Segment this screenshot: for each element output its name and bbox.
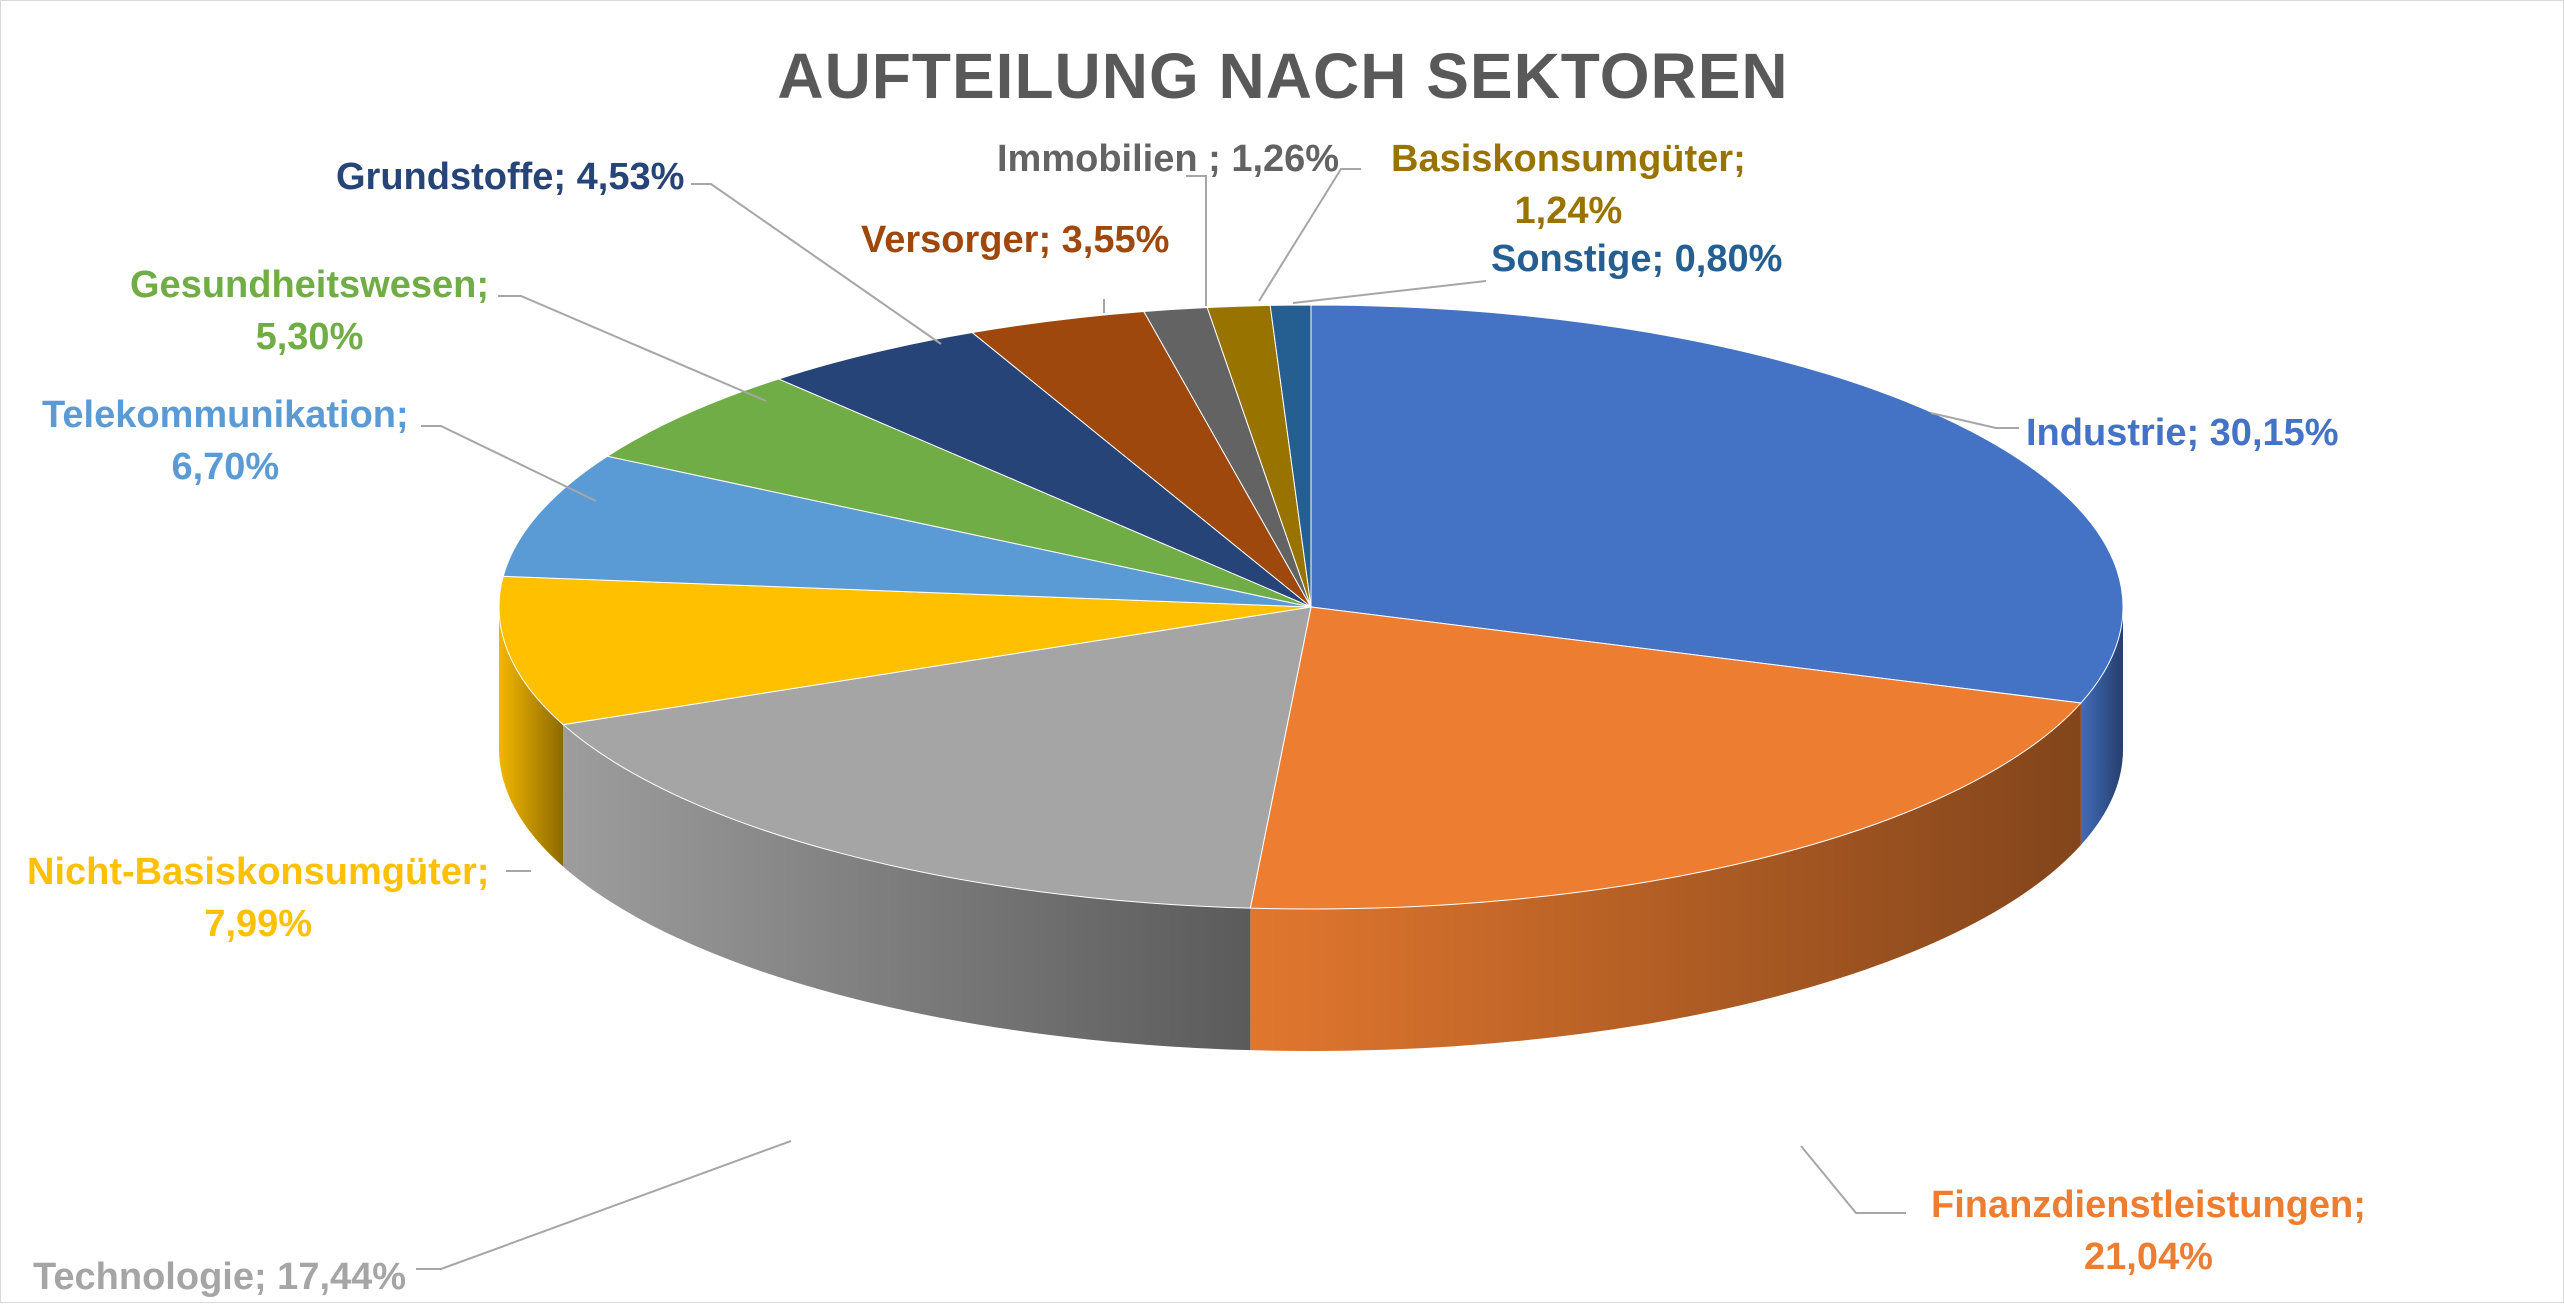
data-label-versorger: Versorger; 3,55% <box>861 214 1169 266</box>
data-label-value: 1,24% <box>1514 190 1623 232</box>
data-label-text: Grundstoffe; 4,53% <box>336 156 685 198</box>
data-label-immobilien: Immobilien ; 1,26% <box>997 133 1339 185</box>
data-label-text: Telekommunikation; <box>42 394 409 436</box>
data-label-finanzdienstleistungen: Finanzdienstleistungen; 21,04% <box>1931 1179 2366 1283</box>
data-label-text: Sonstige; 0,80% <box>1491 238 1783 280</box>
data-label-industrie: Industrie; 30,15% <box>2026 407 2339 459</box>
data-label-text: Industrie; 30,15% <box>2026 412 2339 454</box>
pie-side-shade <box>1250 703 2081 1052</box>
data-label-value: 6,70% <box>171 446 280 488</box>
data-label-technologie: Technologie; 17,44% <box>33 1251 406 1303</box>
leader-line <box>1258 168 1361 302</box>
leader-line <box>1292 280 1487 304</box>
data-label-nicht-basiskonsumgüter: Nicht-Basiskonsumgüter; 7,99% <box>27 846 489 950</box>
pie-slice-nicht-basiskonsumgüter[interactable] <box>498 575 1312 726</box>
data-label-value: 21,04% <box>2084 1236 2213 1278</box>
data-label-text: Technologie; 17,44% <box>33 1256 407 1298</box>
leader-line <box>1800 1145 1906 1214</box>
pie-slice-industrie[interactable] <box>1310 304 2124 704</box>
data-label-grundstoffe: Grundstoffe; 4,53% <box>336 151 684 203</box>
data-label-text: Nicht-Basiskonsumgüter; <box>27 851 490 893</box>
pie-slice-telekommunikation[interactable] <box>502 455 1312 608</box>
data-label-sonstige: Sonstige; 0,80% <box>1491 233 1782 285</box>
data-label-telekommunikation: Telekommunikation; 6,70% <box>42 389 409 493</box>
pie-side-shade <box>499 607 564 867</box>
pie-slice-grundstoffe[interactable] <box>777 332 1312 608</box>
leader-line <box>1930 412 2019 429</box>
pie-slice-sonstige[interactable] <box>1269 304 1312 608</box>
leader-line <box>498 295 767 402</box>
leader-line <box>691 183 942 345</box>
pie-slice-finanzdienstleistungen[interactable] <box>1249 606 2082 910</box>
leader-line <box>416 1140 792 1270</box>
chart-title: AUFTEILUNG NACH SEKTOREN <box>777 40 1789 112</box>
data-label-value: 5,30% <box>255 316 364 358</box>
pie-slice-technologie[interactable] <box>562 606 1312 909</box>
data-label-text: Versorger; 3,55% <box>861 219 1170 261</box>
data-label-text: Basiskonsumgüter; <box>1391 138 1746 180</box>
data-label-gesundheitswesen: Gesundheitswesen; 5,30% <box>130 259 489 363</box>
data-label-text: Gesundheitswesen; <box>130 264 489 306</box>
data-label-value: 7,99% <box>204 903 313 945</box>
leader-line <box>1186 175 1207 306</box>
data-label-text: Immobilien ; 1,26% <box>997 138 1340 180</box>
pie-slice-gesundheitswesen[interactable] <box>606 378 1312 608</box>
pie-side-shade <box>2080 607 2124 846</box>
data-label-text: Finanzdienstleistungen; <box>1931 1184 2366 1226</box>
leader-line <box>421 425 597 502</box>
data-label-basiskonsumgüter: Basiskonsumgüter; 1,24% <box>1391 133 1746 237</box>
pie-side-shade <box>563 724 1251 1051</box>
